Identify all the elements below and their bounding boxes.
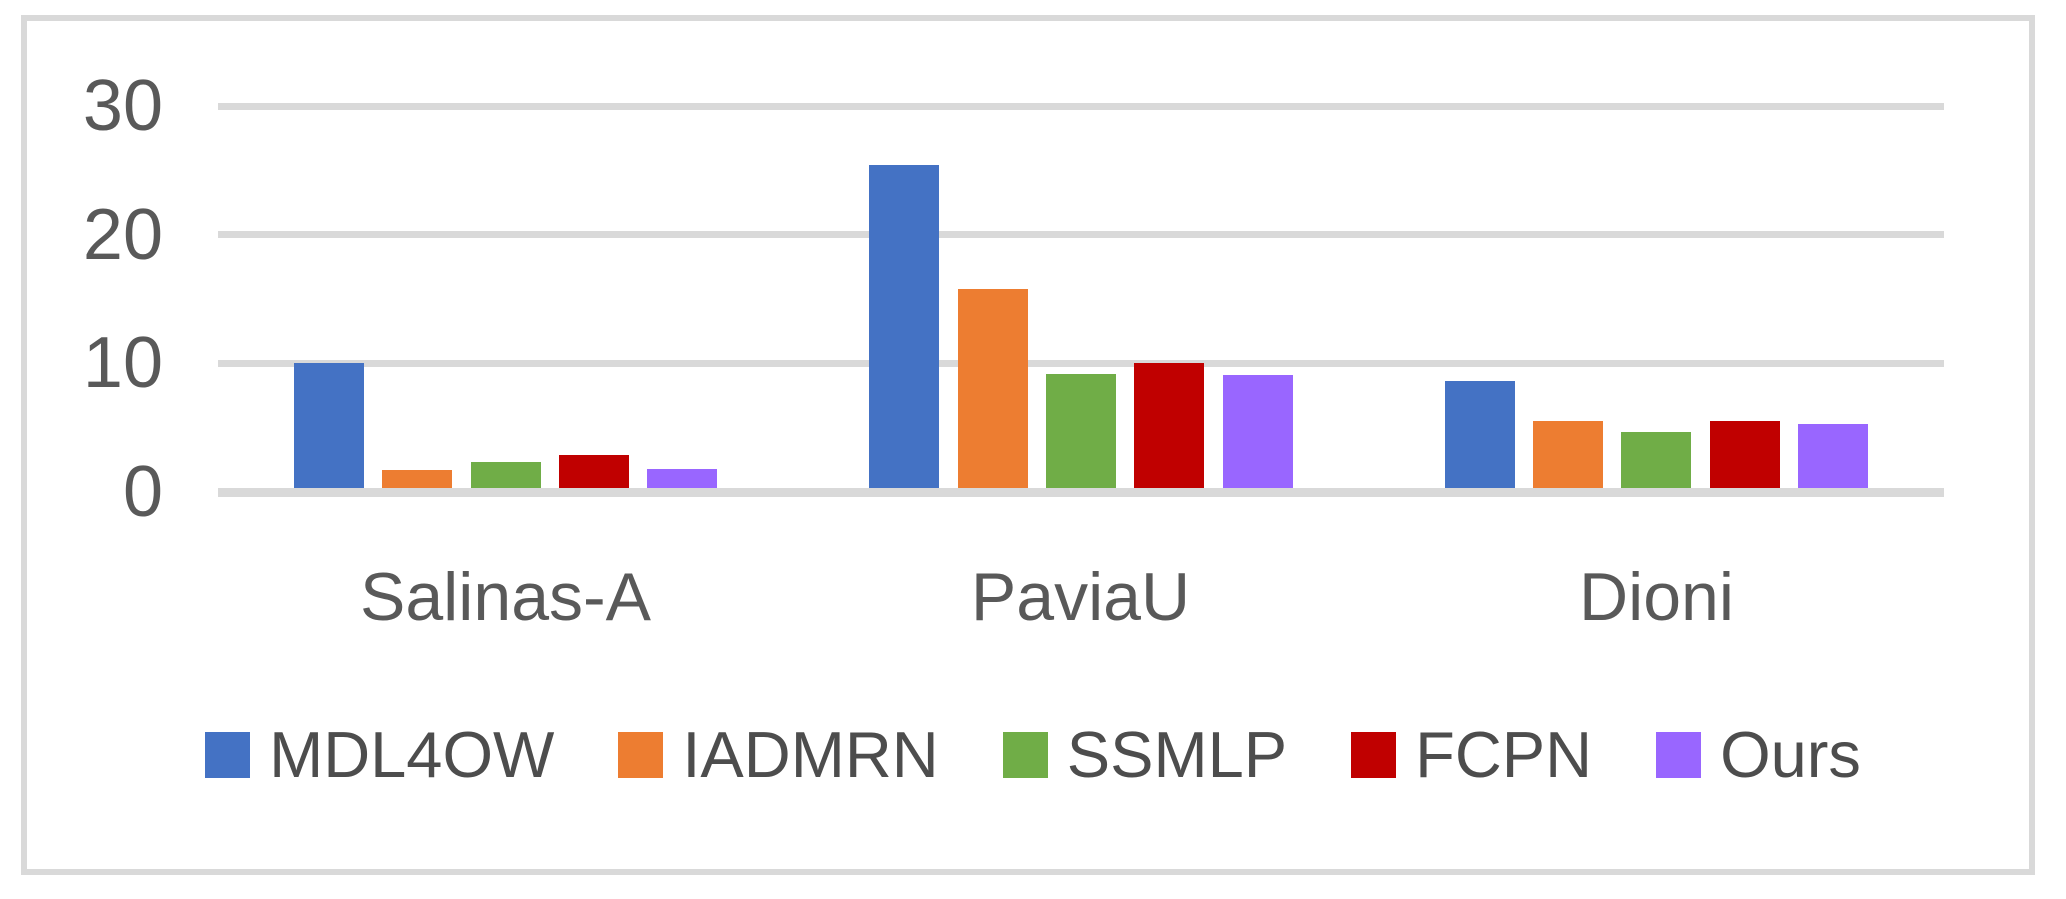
legend: MDL4OW IADMRN SSMLP FCPN Ours — [0, 716, 2066, 794]
legend-label: MDL4OW — [269, 718, 555, 791]
y-axis-tick-label: 10 — [82, 323, 163, 404]
y-axis-tick-label: 20 — [82, 194, 163, 275]
bar-ssmlp-paviau — [1046, 374, 1116, 488]
legend-swatch-fcpn — [1351, 732, 1397, 778]
x-axis-baseline — [218, 487, 1944, 497]
x-axis-category-label: PaviaU — [970, 559, 1191, 635]
bar-ours-paviau — [1223, 375, 1293, 488]
bar-iadmrn-paviau — [958, 289, 1028, 488]
legend-item-mdl4ow: MDL4OW — [205, 716, 554, 794]
x-axis-category-label: Dioni — [1579, 559, 1734, 635]
x-axis-category-label: Salinas-A — [359, 559, 652, 635]
bar-ssmlp-salinas-a — [471, 462, 541, 488]
legend-item-ssmlp: SSMLP — [1002, 716, 1288, 794]
gridline — [218, 231, 1944, 239]
legend-swatch-ssmlp — [1002, 732, 1048, 778]
bar-ours-salinas-a — [647, 469, 717, 488]
legend-item-iadmrn: IADMRN — [618, 716, 939, 794]
bar-mdl4ow-dioni — [1445, 381, 1515, 488]
legend-label: IADMRN — [682, 718, 939, 791]
legend-label: Ours — [1720, 718, 1861, 791]
bar-ours-dioni — [1798, 424, 1868, 488]
bar-ssmlp-dioni — [1621, 432, 1691, 488]
legend-label: FCPN — [1415, 718, 1593, 791]
bar-fcpn-paviau — [1134, 363, 1204, 488]
bar-mdl4ow-salinas-a — [294, 363, 364, 488]
gridline — [218, 359, 1944, 367]
bar-mdl4ow-paviau — [869, 165, 939, 488]
legend-item-ours: Ours — [1656, 716, 1861, 794]
y-axis-tick-label: 30 — [82, 66, 163, 147]
bar-iadmrn-dioni — [1533, 421, 1603, 488]
legend-swatch-ours — [1656, 732, 1702, 778]
legend-swatch-mdl4ow — [205, 732, 251, 778]
bar-fcpn-salinas-a — [559, 455, 629, 488]
y-axis-tick-label: 0 — [122, 452, 163, 532]
legend-label: SSMLP — [1066, 718, 1288, 791]
bar-fcpn-dioni — [1710, 421, 1780, 488]
gridline — [218, 102, 1944, 110]
legend-swatch-iadmrn — [618, 732, 664, 778]
legend-item-fcpn: FCPN — [1351, 716, 1592, 794]
bar-iadmrn-salinas-a — [382, 470, 452, 488]
